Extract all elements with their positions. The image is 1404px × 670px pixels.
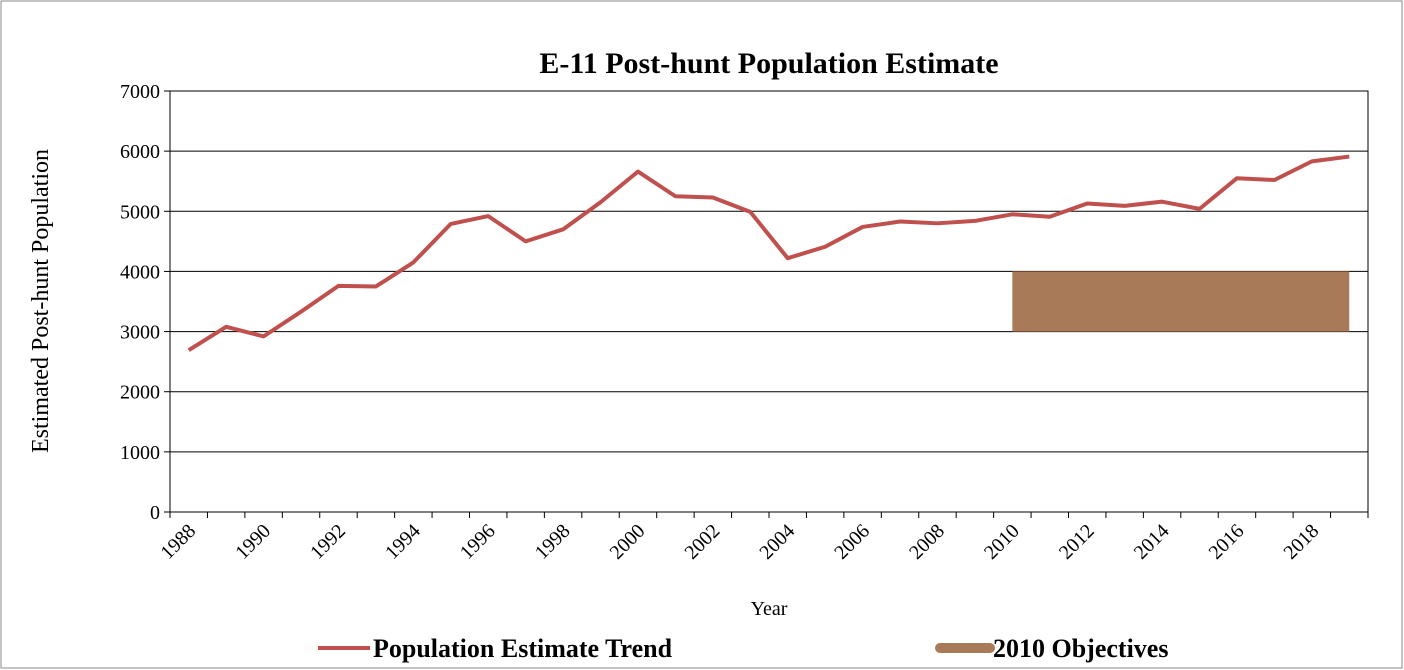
y-tick-label: 0	[150, 502, 160, 524]
line	[187, 154, 1350, 352]
x-axis-title: Year	[751, 598, 788, 620]
y-tick-label: 1000	[120, 442, 160, 464]
y-tick-label: 2000	[120, 382, 160, 404]
chart-title: E-11 Post-hunt Population Estimate	[539, 47, 998, 80]
y-tick-label: 6000	[120, 141, 160, 163]
y-axis-title: Estimated Post-hunt Population	[28, 149, 54, 453]
objective-range	[1012, 271, 1350, 332]
legend-label: Population Estimate Trend	[373, 634, 673, 663]
y-tick-label: 3000	[120, 322, 160, 344]
y-tick-label: 7000	[120, 81, 160, 103]
y-tick-label: 5000	[120, 201, 160, 223]
y-tick-label: 4000	[120, 261, 160, 283]
legend-label: 2010 Objectives	[993, 634, 1168, 663]
